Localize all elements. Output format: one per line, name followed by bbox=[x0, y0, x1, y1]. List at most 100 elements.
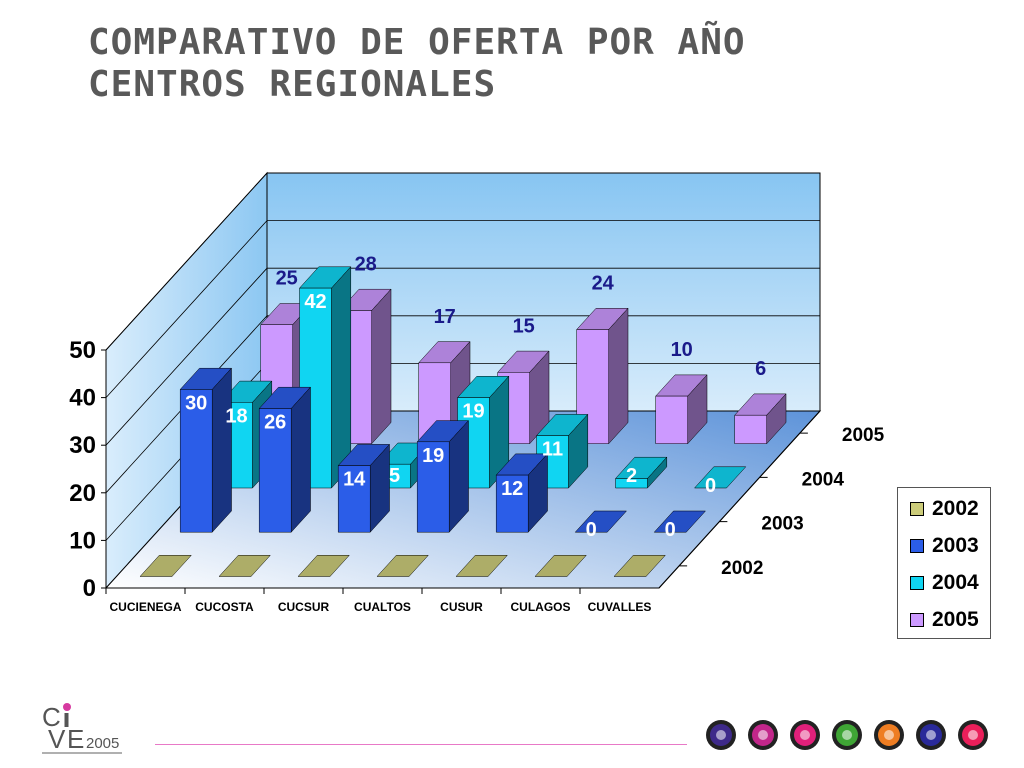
data-label: 25 bbox=[276, 268, 298, 290]
data-label: 30 bbox=[185, 392, 207, 414]
bar-2003-culagos bbox=[574, 510, 628, 533]
bar-2002-cuvalles bbox=[613, 555, 666, 577]
bar-top bbox=[297, 555, 350, 577]
bar-front bbox=[615, 478, 648, 489]
y-tick-label: 20 bbox=[69, 480, 96, 507]
depth-label: 2002 bbox=[721, 558, 763, 579]
y-tick-label: 50 bbox=[69, 337, 96, 364]
bar-2002-cusur bbox=[455, 555, 508, 577]
legend-swatch-2002 bbox=[910, 502, 924, 516]
svg-text:E: E bbox=[67, 724, 84, 754]
svg-text:V: V bbox=[48, 724, 66, 754]
y-tick-label: 40 bbox=[69, 385, 96, 412]
bar-2005-culagos bbox=[655, 374, 708, 445]
data-labels: 6 10 24 15 17 28 25 0 2 11 19 5 42 18 0 0 12 19 14 26 30 bbox=[185, 254, 766, 542]
data-label: 24 bbox=[592, 273, 615, 295]
bar-2003-cualtos bbox=[416, 419, 470, 533]
data-label: 28 bbox=[355, 254, 377, 276]
data-label: 2 bbox=[626, 465, 637, 487]
data-label: 12 bbox=[501, 478, 523, 500]
data-label: 19 bbox=[422, 445, 444, 467]
data-label: 10 bbox=[671, 339, 693, 361]
legend-swatch-2005 bbox=[910, 613, 924, 627]
legend-swatch-2003 bbox=[910, 539, 924, 553]
cive-logo: C V E 2005 bbox=[40, 702, 160, 758]
bar-top bbox=[376, 555, 429, 577]
cive-logo-graphic: C V E 2005 bbox=[42, 702, 122, 754]
bar-2003-cucosta bbox=[258, 386, 312, 533]
bar-2002-culagos bbox=[534, 555, 587, 577]
bar-2002-cucosta bbox=[218, 555, 271, 577]
title-line-2: CENTROS REGIONALES bbox=[88, 64, 497, 105]
bar-top bbox=[693, 466, 747, 489]
bar-2003-cusur bbox=[495, 453, 549, 533]
pentagon-icon bbox=[831, 719, 863, 751]
spiral-icon bbox=[789, 719, 821, 751]
footer-icons bbox=[705, 719, 999, 751]
target-icon bbox=[705, 719, 737, 751]
bar-front bbox=[495, 474, 529, 533]
bar-front bbox=[734, 414, 767, 444]
legend-label-2004: 2004 bbox=[932, 571, 979, 594]
x-tick-label: CUCSUR bbox=[278, 600, 330, 614]
data-label: 14 bbox=[343, 469, 366, 491]
bar-front bbox=[258, 408, 292, 533]
depth-label: 2005 bbox=[842, 425, 885, 446]
legend-swatch-2004 bbox=[910, 576, 924, 590]
data-label: 18 bbox=[225, 405, 247, 427]
checker-icon bbox=[873, 719, 905, 751]
data-label: 6 bbox=[755, 358, 766, 380]
data-label: 5 bbox=[389, 465, 400, 487]
data-label: 42 bbox=[304, 291, 326, 313]
bar-side bbox=[211, 367, 232, 533]
data-label: 0 bbox=[705, 475, 716, 497]
footer-divider bbox=[155, 744, 687, 745]
x-tick-label: CUCIENEGA bbox=[109, 600, 181, 614]
bar-2004-culagos bbox=[614, 456, 668, 489]
bar-top bbox=[574, 510, 628, 533]
dot-icon bbox=[915, 719, 947, 751]
x-tick-label: CUVALLES bbox=[588, 600, 652, 614]
gridline bbox=[105, 267, 820, 446]
bar-2003-cucienega bbox=[179, 367, 233, 533]
bar-2003-cucsur bbox=[337, 443, 391, 533]
x-axis: CUCIENEGA CUCOSTA CUCSUR CUALTOS CUSUR CULAGO… bbox=[105, 587, 659, 614]
depth-axis-line bbox=[658, 410, 821, 589]
legend-item-2004: 2004 bbox=[910, 571, 979, 595]
bar-side bbox=[290, 386, 311, 533]
x-tick-label: CUCOSTA bbox=[195, 600, 254, 614]
depth-label: 2004 bbox=[802, 469, 845, 490]
svg-text:C: C bbox=[42, 702, 61, 732]
bar-front bbox=[655, 395, 688, 444]
bar-side bbox=[608, 307, 629, 445]
bar-top bbox=[613, 555, 666, 577]
data-label: 17 bbox=[434, 306, 456, 328]
bar-front bbox=[416, 441, 450, 533]
x-tick-label: CUSUR bbox=[440, 600, 483, 614]
bars bbox=[139, 266, 787, 577]
bar-2004-cuvalles bbox=[693, 466, 747, 489]
data-label: 11 bbox=[542, 439, 563, 461]
chart-legend: 2002 2003 2004 2005 bbox=[897, 487, 991, 639]
depth-axis: 2002 2003 2004 2005 bbox=[658, 410, 885, 589]
bar-top bbox=[455, 555, 508, 577]
gridline bbox=[105, 220, 820, 398]
bar-front bbox=[337, 465, 371, 533]
bar-top bbox=[534, 555, 587, 577]
bar-2002-cucienega bbox=[139, 555, 192, 577]
legend-label-2005: 2005 bbox=[932, 608, 979, 631]
legend-label-2002: 2002 bbox=[932, 497, 979, 520]
data-label: 0 bbox=[665, 519, 676, 541]
legend-item-2003: 2003 bbox=[910, 534, 979, 558]
star-icon bbox=[747, 719, 779, 751]
bar-top bbox=[139, 555, 192, 577]
y-tick-label: 30 bbox=[69, 432, 96, 459]
bar-top bbox=[218, 555, 271, 577]
y-tick-label: 0 bbox=[83, 575, 96, 602]
gridline bbox=[105, 315, 820, 494]
y-tick-label: 10 bbox=[69, 527, 96, 554]
data-label: 19 bbox=[462, 401, 484, 423]
gridline bbox=[105, 172, 820, 351]
bar-side bbox=[371, 288, 392, 445]
